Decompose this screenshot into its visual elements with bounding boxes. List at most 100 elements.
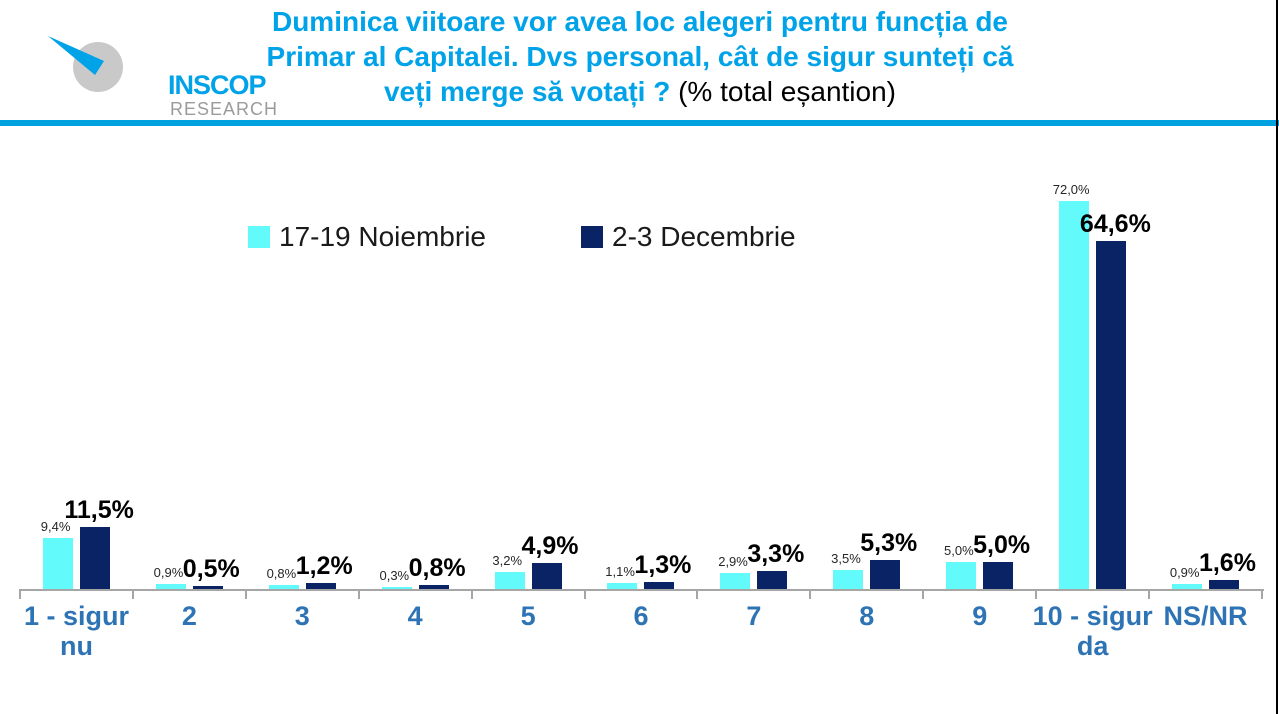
value-label-noiembrie: 3,5%	[831, 551, 861, 567]
compass-logo-icon	[48, 36, 123, 92]
legend-swatch-noiembrie	[248, 226, 270, 248]
bar-group-6: 1,1% 1,3%	[585, 140, 698, 589]
inscop-logo: INSCOP RESEARCH	[44, 30, 277, 119]
bar-decembrie	[418, 584, 449, 589]
value-label-noiembrie: 2,9%	[718, 554, 748, 570]
title-line-3-note: (% total eșantion)	[670, 76, 896, 107]
bar-decembrie	[79, 527, 110, 589]
x-axis-tick	[470, 589, 473, 599]
logo-name: INSCOP	[168, 70, 267, 100]
x-axis-tick	[696, 589, 699, 599]
value-label-decembrie: 1,6%	[1198, 549, 1256, 578]
value-label-decembrie: 4,9%	[521, 531, 579, 560]
bar-group-4: 0,3% 0,8%	[359, 140, 472, 589]
x-axis-label-3: 3	[294, 601, 310, 631]
bar-group-NS/NR: 0,9% 1,6%	[1149, 140, 1262, 589]
x-axis-label-10 - sigur da: 10 - sigur da	[1032, 601, 1153, 661]
x-axis-tick	[809, 589, 812, 599]
bar-group-7: 2,9% 3,3%	[697, 140, 810, 589]
value-label-noiembrie: 0,8%	[266, 565, 297, 581]
value-label-decembrie: 1,3%	[634, 551, 692, 579]
x-axis-tick	[922, 589, 925, 599]
x-axis-label-7: 7	[746, 601, 762, 631]
header-divider	[0, 120, 1279, 126]
value-label-decembrie: 11,5%	[64, 496, 134, 525]
bar-chart-plot-area: 9,4% 11,5% 0,9% 0,5% 0,8% 1,2% 0,3% 0,8% 3,2% 4,9…	[20, 140, 1263, 589]
bar-group-1 - sigur nu: 9,4% 11,5%	[20, 140, 134, 589]
bar-decembrie	[305, 582, 336, 589]
bar-noiembrie	[494, 571, 525, 589]
x-axis-tick	[131, 589, 134, 599]
value-label-noiembrie: 0,3%	[379, 568, 410, 584]
x-axis-label-NS/NR: NS/NR	[1163, 601, 1248, 631]
logo-subtitle: RESEARCH	[170, 99, 279, 119]
title-line-2: Primar al Capitalei. Dvs personal, cât d…	[266, 41, 1014, 72]
value-label-noiembrie: 72,0%	[1052, 182, 1090, 197]
x-axis-label-5: 5	[520, 601, 536, 631]
value-label-noiembrie: 1,1%	[605, 564, 635, 580]
bar-noiembrie	[268, 584, 299, 589]
x-axis-label-8: 8	[859, 601, 875, 631]
bar-group-9: 5,0% 5,0%	[923, 140, 1036, 589]
bar-noiembrie	[381, 587, 412, 589]
legend-label-noiembrie: 17-19 Noiembrie	[279, 221, 486, 252]
value-label-decembrie: 5,0%	[973, 531, 1031, 560]
x-axis-tick	[583, 589, 586, 599]
right-edge-border	[1276, 0, 1278, 714]
bar-noiembrie	[946, 562, 977, 589]
value-label-noiembrie: 9,4%	[40, 519, 71, 535]
x-axis-label-1 - sigur nu: 1 - sigur nu	[23, 601, 129, 661]
bar-decembrie	[531, 562, 562, 589]
chart-legend: 17-19 Noiembrie 2-3 Decembrie	[248, 221, 796, 253]
legend-item-noiembrie: 17-19 Noiembrie	[248, 221, 486, 253]
bar-decembrie	[192, 586, 223, 589]
x-axis-label-4: 4	[407, 601, 423, 631]
bar-noiembrie	[720, 573, 751, 589]
x-axis-label-2: 2	[181, 601, 197, 631]
legend-swatch-decembrie	[581, 226, 603, 248]
bar-noiembrie	[1059, 201, 1090, 589]
chart-title: Duminica viitoare vor avea loc alegeri p…	[250, 4, 1030, 109]
value-label-decembrie: 3,3%	[747, 540, 805, 569]
x-axis-line	[19, 589, 1264, 591]
value-label-decembrie: 0,8%	[408, 553, 466, 582]
value-label-noiembrie: 5,0%	[944, 543, 974, 559]
value-label-noiembrie: 3,2%	[492, 552, 523, 568]
bar-noiembrie	[42, 538, 73, 589]
x-axis-tick	[1261, 589, 1263, 599]
bar-group-10 - sigur da: 72,0% 64,6%	[1036, 140, 1151, 589]
bar-group-2: 0,9% 0,5%	[133, 140, 246, 589]
value-label-noiembrie: 0,9%	[153, 565, 184, 581]
bar-decembrie	[1096, 240, 1127, 589]
bar-decembrie	[983, 562, 1014, 589]
x-axis-tick	[1035, 589, 1038, 599]
x-axis-tick	[1148, 589, 1151, 599]
x-axis-tick	[244, 589, 247, 599]
x-axis-tick	[357, 589, 360, 599]
title-line-3-question: veți merge să votați ?	[383, 76, 671, 107]
legend-item-decembrie: 2-3 Decembrie	[581, 221, 796, 253]
value-label-noiembrie: 0,9%	[1169, 565, 1200, 581]
bar-decembrie	[1209, 580, 1240, 589]
title-line-1: Duminica viitoare vor avea loc alegeri p…	[271, 6, 1008, 37]
legend-label-decembrie: 2-3 Decembrie	[612, 221, 796, 252]
x-axis-label-9: 9	[972, 601, 988, 631]
bar-group-8: 3,5% 5,3%	[810, 140, 923, 589]
value-label-decembrie: 5,3%	[860, 529, 918, 558]
bar-decembrie	[644, 582, 675, 589]
bar-decembrie	[870, 560, 901, 589]
x-axis-tick	[19, 589, 21, 599]
x-axis-label-6: 6	[633, 601, 649, 631]
value-label-decembrie: 64,6%	[1079, 209, 1151, 238]
logo-needle-icon	[48, 36, 104, 75]
bar-noiembrie	[1172, 584, 1203, 589]
bar-noiembrie	[155, 584, 186, 589]
bar-group-3: 0,8% 1,2%	[246, 140, 359, 589]
value-label-decembrie: 1,2%	[295, 551, 353, 580]
value-label-decembrie: 0,5%	[182, 555, 240, 584]
bar-noiembrie	[607, 583, 638, 589]
bar-group-5: 3,2% 4,9%	[472, 140, 585, 589]
bar-noiembrie	[833, 570, 864, 589]
bar-decembrie	[757, 571, 788, 589]
